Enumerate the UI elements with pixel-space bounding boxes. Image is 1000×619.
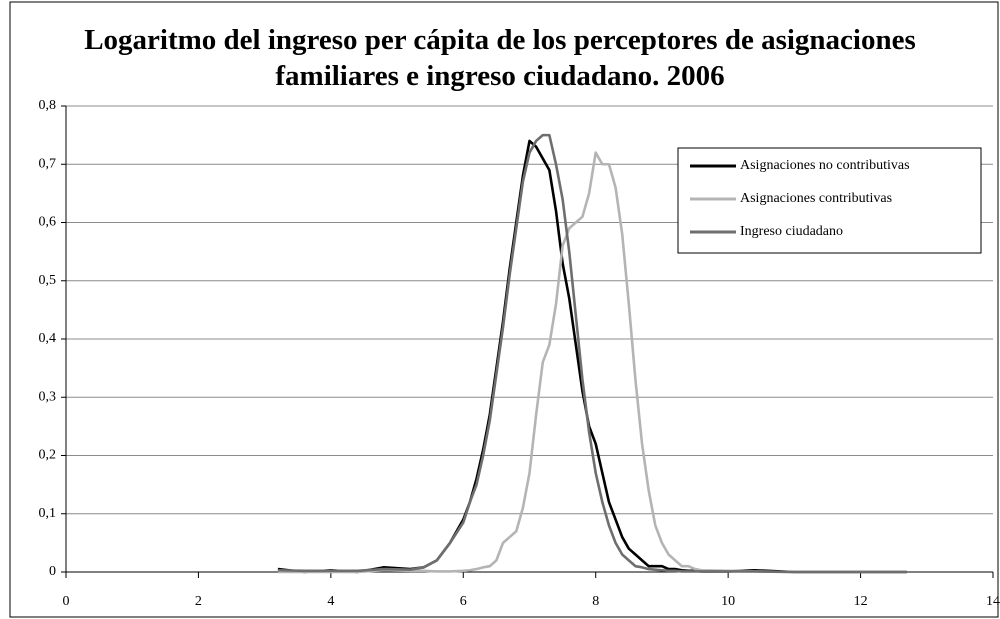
x-tick-label: 10 <box>721 594 735 609</box>
x-tick-label: 8 <box>592 594 599 609</box>
x-tick-label: 12 <box>854 594 868 609</box>
y-tick-label: 0,3 <box>39 389 57 404</box>
series-line <box>277 133 907 574</box>
y-tick-label: 0,1 <box>39 506 57 521</box>
legend-label: Asignaciones contributivas <box>740 191 892 206</box>
x-tick-label: 2 <box>195 594 202 609</box>
y-tick-label: 0,6 <box>39 215 57 230</box>
legend-label: Ingreso ciudadano <box>740 224 843 239</box>
y-tick-label: 0 <box>49 564 56 579</box>
y-tick-label: 0,2 <box>39 448 57 463</box>
y-tick-label: 0,5 <box>39 273 57 288</box>
x-tick-label: 14 <box>986 594 1000 609</box>
chart-title: Logaritmo del ingreso per cápita de los … <box>84 24 916 92</box>
series-line <box>277 151 907 574</box>
y-tick-label: 0,7 <box>39 156 57 171</box>
x-tick-label: 6 <box>460 594 467 609</box>
y-tick-label: 0,8 <box>39 98 57 113</box>
legend-label: Asignaciones no contributivas <box>740 158 910 173</box>
y-tick-label: 0,4 <box>39 331 57 346</box>
x-tick-label: 4 <box>327 594 334 609</box>
x-tick-label: 0 <box>63 594 70 609</box>
